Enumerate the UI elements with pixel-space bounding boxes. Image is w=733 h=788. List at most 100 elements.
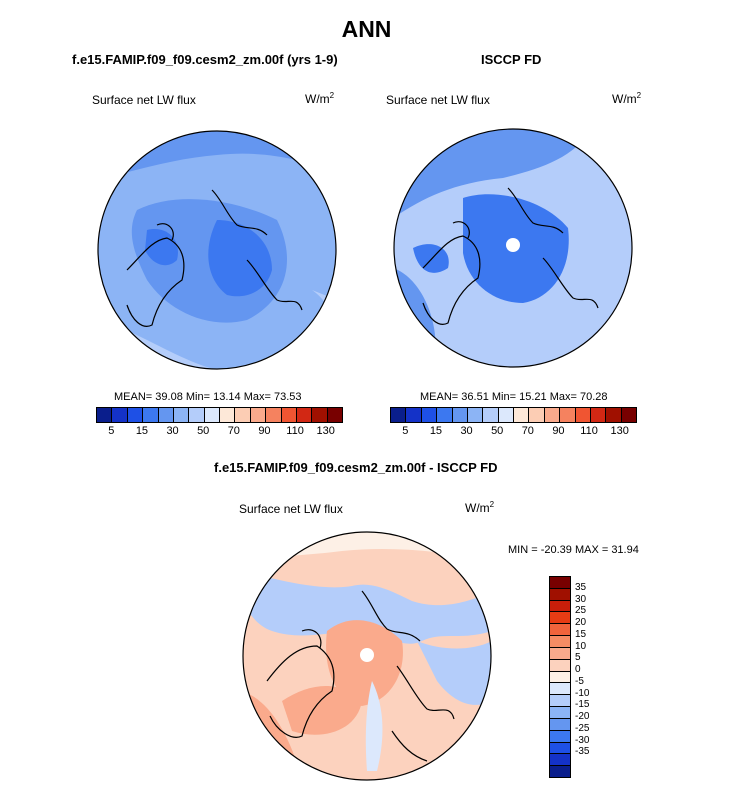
model-colorbar-tick-label: 30 [166, 425, 179, 437]
diff-stats: MIN = -20.39 MAX = 31.94 [508, 544, 639, 556]
model-field-region [145, 229, 178, 266]
diff-colorbar-tick-label: 25 [575, 605, 587, 617]
model-colorbar-swatch [235, 408, 251, 422]
obs-colorbar-swatch [544, 408, 561, 422]
model-max-value: 73.53 [273, 391, 302, 403]
diff-colorbar-tick-label: -10 [575, 687, 590, 699]
model-field-region [208, 220, 272, 297]
obs-colorbar-tick-label: 70 [521, 425, 534, 437]
obs-mean-value: 36.51 [461, 391, 489, 403]
obs-stats: MEAN= 36.51 Min= 15.21 Max= 70.28 [420, 391, 608, 403]
obs-colorbar-swatch [483, 408, 499, 422]
model-colorbar-swatch [112, 408, 128, 422]
obs-colorbar-ticks: 5 15 30 50 70 90 110 130 [390, 425, 635, 439]
obs-coastlines [422, 187, 599, 325]
diff-field-region [417, 641, 491, 705]
model-units-label: W/m2 [305, 91, 335, 106]
model-colorbar-swatch [173, 408, 190, 422]
diff-panel-title: f.e15.FAMIP.f09_f09.cesm2_zm.00f - ISCCP… [214, 460, 498, 475]
model-colorbar-tick-label: 5 [108, 425, 115, 437]
obs-colorbar-swatch [498, 408, 514, 422]
model-mean-value: 39.08 [155, 391, 183, 403]
diff-colorbar-swatch [550, 683, 570, 696]
diff-field-region [326, 620, 403, 706]
diff-colorbar-tick-label: -35 [575, 746, 590, 758]
model-stats: MEAN= 39.08 Min= 13.14 Max= 73.53 [114, 391, 302, 403]
diff-coastlines [266, 590, 455, 762]
obs-colorbar-tick-label: 5 [402, 425, 409, 437]
obs-polar-map [393, 128, 633, 368]
diff-colorbar-tick-label: 15 [575, 628, 587, 640]
diff-colorbar-swatch [550, 742, 570, 755]
diff-field-region [243, 571, 491, 644]
model-colorbar-swatch [143, 408, 159, 422]
model-variable-label: Surface net LW flux [92, 93, 196, 107]
model-colorbar-swatch [327, 408, 342, 422]
obs-colorbar-tick-label: 15 [429, 425, 443, 437]
obs-colorbar-swatch [452, 408, 468, 422]
diff-colorbar-swatch [550, 636, 570, 648]
diff-colorbar-tick-label: 10 [575, 640, 587, 652]
model-colorbar-swatch [127, 408, 144, 422]
obs-colorbar-tick-label: 50 [491, 425, 504, 437]
diff-colorbar [549, 576, 571, 778]
diff-colorbar-tick-label: -30 [575, 734, 590, 746]
diff-colorbar-tick-label: 35 [575, 581, 587, 593]
diff-colorbar-tick-label: -25 [575, 722, 590, 734]
diff-colorbar-tick-label: 5 [575, 652, 581, 664]
diff-colorbar-swatch [550, 659, 570, 672]
diff-colorbar-swatch [550, 707, 570, 719]
obs-colorbar-swatch [514, 408, 530, 422]
obs-pole-mask [506, 238, 520, 252]
model-colorbar-tick-label: 130 [316, 425, 335, 437]
obs-units-label: W/m2 [612, 91, 642, 106]
diff-variable-label: Surface net LW flux [239, 502, 343, 516]
diff-colorbar-swatch [550, 624, 570, 637]
model-colorbar-swatch [296, 408, 313, 422]
obs-colorbar-swatch [421, 408, 438, 422]
obs-colorbar-tick-label: 30 [460, 425, 473, 437]
diff-field-region [282, 686, 362, 735]
model-colorbar-swatch [250, 408, 267, 422]
obs-colorbar-swatch [621, 408, 636, 422]
obs-colorbar-tick-label: 130 [610, 425, 629, 437]
model-colorbar-swatch [266, 408, 282, 422]
model-colorbar-tick-label: 15 [135, 425, 149, 437]
diff-colorbar-swatch [550, 612, 570, 625]
model-coastlines [126, 189, 303, 327]
obs-colorbar-swatch [529, 408, 545, 422]
obs-field-region [413, 244, 449, 273]
obs-variable-label: Surface net LW flux [386, 93, 490, 107]
model-colorbar-swatch [204, 408, 220, 422]
diff-colorbar-tick-label: 30 [575, 593, 587, 605]
obs-colorbar-swatch [560, 408, 576, 422]
obs-colorbar-swatch [467, 408, 484, 422]
model-colorbar-tick-label: 110 [286, 425, 304, 437]
model-polar-map [97, 130, 337, 370]
diff-colorbar-swatch [550, 730, 570, 743]
obs-colorbar [390, 407, 637, 423]
diff-colorbar-swatch [550, 588, 570, 601]
model-min-value: 13.14 [213, 391, 241, 403]
obs-colorbar-swatch [391, 408, 407, 422]
obs-colorbar-tick-label: 110 [580, 425, 598, 437]
diff-colorbar-swatch [550, 577, 570, 589]
obs-colorbar-swatch [606, 408, 622, 422]
obs-panel-title: ISCCP FD [481, 52, 542, 67]
diff-polar-map [242, 531, 492, 781]
model-colorbar-tick-label: 90 [258, 425, 271, 437]
diff-pole-mask [360, 648, 374, 662]
model-panel-title: f.e15.FAMIP.f09_f09.cesm2_zm.00f (yrs 1-… [72, 52, 338, 67]
model-colorbar-swatch [189, 408, 205, 422]
obs-colorbar-swatch [406, 408, 422, 422]
diff-colorbar-ticks: 35 30 25 20 15 10 5 0 -5 -10 -15 -20 -25 -30 -35 [575, 576, 615, 776]
model-colorbar-swatch [97, 408, 113, 422]
diff-colorbar-swatch [550, 754, 570, 767]
obs-colorbar-tick-label: 90 [552, 425, 565, 437]
diff-colorbar-tick-label: -5 [575, 675, 584, 687]
diff-colorbar-swatch [550, 766, 570, 778]
model-colorbar-tick-label: 70 [227, 425, 240, 437]
main-title: ANN [341, 16, 392, 42]
obs-max-value: 70.28 [579, 391, 608, 403]
model-colorbar-swatch [220, 408, 236, 422]
